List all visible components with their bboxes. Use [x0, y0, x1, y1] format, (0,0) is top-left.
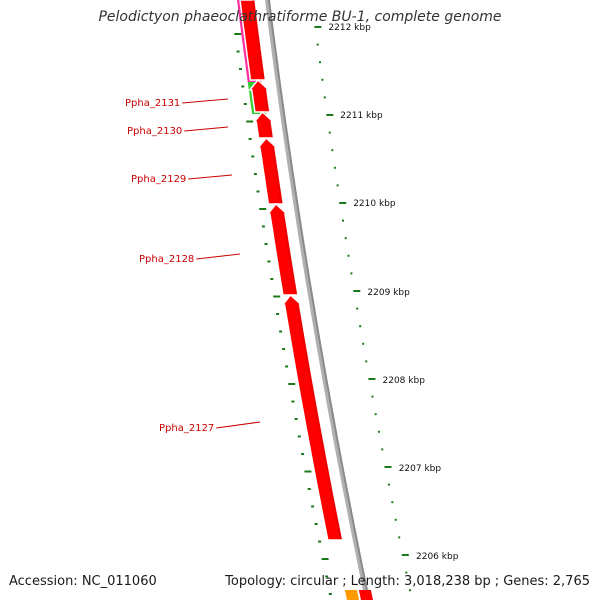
gene-label: Ppha_2127 — [159, 423, 214, 434]
scale-label: 2208 kbp — [383, 376, 426, 386]
gene-ppha-2131 — [248, 78, 271, 113]
length-text: Length: 3,018,238 bp — [350, 574, 491, 589]
genes-count-text: Genes: 2,765 — [503, 574, 590, 589]
backbone-line — [265, 0, 369, 601]
genome-title: Pelodictyon phaeoclathratiforme BU-1, co… — [98, 9, 502, 25]
genome-stats: Topology: circular; Length: 3,018,238 bp;… — [225, 574, 590, 589]
scale-label: 2207 kbp — [399, 464, 442, 474]
gene-label: Ppha_2131 — [125, 98, 180, 109]
scale-labels: 2212 kbp 2211 kbp 2210 kbp 2209 kbp 2208 kbp… — [328, 23, 458, 562]
gene-label-leader — [196, 253, 241, 260]
scale-label: 2209 kbp — [367, 288, 410, 298]
outer-tick-track — [314, 26, 411, 592]
gene-shading — [272, 148, 283, 203]
scale-label: 2211 kbp — [340, 111, 383, 121]
gene-ppha-2128 — [266, 202, 299, 296]
gene-ppha-2130 — [252, 110, 276, 139]
gene-labels: Ppha_2131 Ppha_2130 Ppha_2129 Ppha_2128 Ppha… — [125, 98, 214, 434]
gene-label: Ppha_2130 — [127, 126, 182, 137]
backbone-line-shadow — [268, 0, 370, 601]
topology-text: Topology: circular — [225, 574, 339, 589]
accession-text: Accession: NC_011060 — [9, 574, 157, 589]
gene-label-leader — [182, 98, 229, 104]
gene-shading — [263, 90, 270, 111]
gene-label-leader — [184, 126, 229, 132]
genome-backbone — [265, 0, 370, 601]
gene-label-leaders — [182, 98, 261, 429]
gene-shading — [252, 0, 265, 79]
gene-label-leader — [188, 174, 233, 180]
scale-label: 2210 kbp — [353, 199, 396, 209]
gene-shading — [296, 305, 343, 539]
gene-shading — [281, 214, 298, 294]
scale-label: 2212 kbp — [328, 23, 371, 33]
gene-ppha-2129 — [256, 136, 285, 205]
gene-track — [239, 0, 344, 541]
gene-label-leader — [216, 421, 261, 429]
gene-orange — [344, 590, 359, 600]
gene-label: Ppha_2129 — [131, 174, 186, 185]
gene-ppha-2127 — [281, 293, 344, 541]
gene-shading — [268, 122, 273, 137]
gene-red-upstream — [239, 0, 267, 81]
gene-red-next — [358, 590, 373, 600]
inner-tick-track — [234, 33, 332, 595]
scale-label: 2206 kbp — [416, 552, 459, 562]
gene-label: Ppha_2128 — [139, 254, 194, 265]
